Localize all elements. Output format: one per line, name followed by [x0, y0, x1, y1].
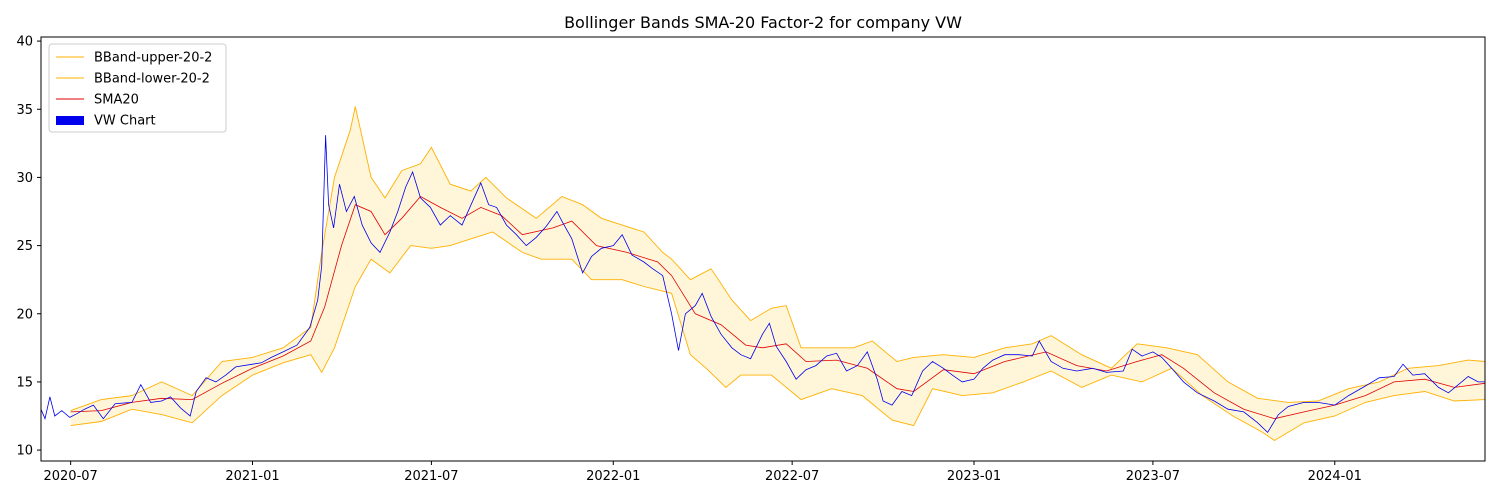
series-line-upper: [70, 106, 1486, 412]
x-tick-label: 2022-01: [586, 469, 640, 484]
legend-label-upper: BBand-upper-20-2: [94, 51, 212, 66]
series-line-lower: [70, 231, 1486, 442]
y-tick-label: 30: [16, 171, 33, 186]
x-tick-label: 2022-07: [765, 469, 819, 484]
band-fill-group: [70, 106, 1486, 441]
x-tick-label: 2020-07: [43, 469, 97, 484]
legend: BBand-upper-20-2 BBand-lower-20-2 SMA20 VW …: [48, 43, 227, 133]
y-tick-label: 40: [16, 35, 33, 50]
series-line-sma20: [70, 195, 1486, 420]
legend-swatch-vw-chart: [56, 116, 84, 125]
legend-label-lower: BBand-lower-20-2: [94, 72, 210, 87]
x-axis: 2020-07 2021-01 2021-07 2022-01 2022-07 2023-…: [43, 461, 1362, 484]
legend-box: [48, 43, 227, 133]
series-lines: [40, 106, 1486, 442]
legend-label-price: VW Chart: [94, 114, 156, 129]
legend-label-sma: SMA20: [94, 93, 139, 108]
x-tick-label: 2024-01: [1308, 469, 1362, 484]
chart-title: Bollinger Bands SMA-20 Factor-2 for comp…: [564, 13, 962, 32]
y-axis: 10 15 20 25 30 35 40: [16, 35, 41, 459]
series-line-vw-chart: [40, 135, 1485, 434]
x-tick-label: 2023-07: [1126, 469, 1180, 484]
plot-area: [40, 36, 1486, 462]
y-tick-label: 35: [16, 103, 33, 118]
y-tick-label: 15: [16, 375, 33, 390]
x-tick-label: 2023-01: [947, 469, 1001, 484]
x-tick-label: 2021-07: [404, 469, 458, 484]
y-tick-label: 10: [16, 444, 33, 459]
band-fill: [70, 106, 1486, 441]
x-tick-label: 2021-01: [225, 469, 279, 484]
y-tick-label: 25: [16, 239, 33, 254]
y-tick-label: 20: [16, 307, 33, 322]
plot-frame: [40, 36, 1486, 462]
